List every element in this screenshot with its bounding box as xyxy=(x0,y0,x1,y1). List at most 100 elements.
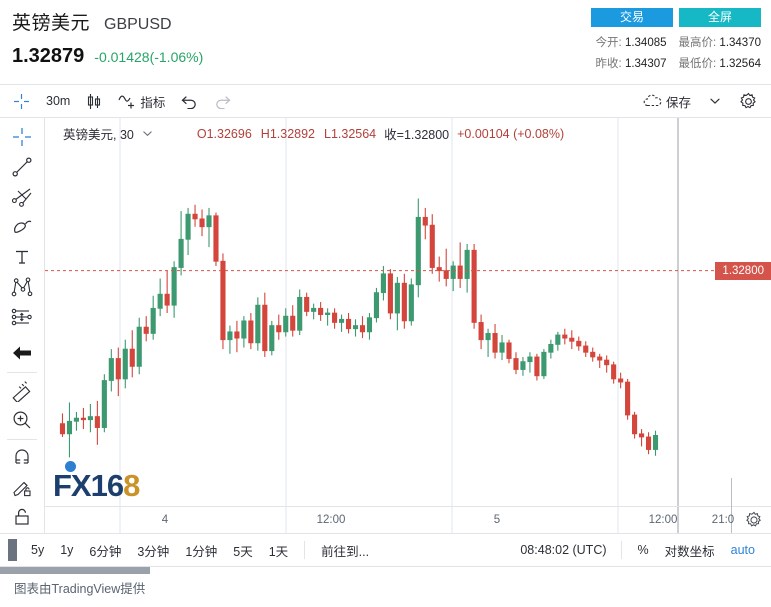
save-button[interactable]: 保存 xyxy=(636,88,698,114)
candlestick-chart-icon xyxy=(86,93,102,110)
chart-toolbar-right: 保存 xyxy=(636,88,765,114)
price-change: -0.01428(-1.06%) xyxy=(94,49,204,65)
range-6min[interactable]: 6分钟 xyxy=(81,538,129,562)
long-position-icon[interactable] xyxy=(4,303,40,332)
logo-text-b: 8 xyxy=(123,468,140,503)
last-price: 1.32879 xyxy=(12,45,85,67)
range-5d[interactable]: 5天 xyxy=(225,538,260,562)
x-tick: 4 xyxy=(161,514,169,526)
price-row: 1.32879 -0.01428(-1.06%) xyxy=(12,45,203,68)
bottom-divider xyxy=(304,541,306,559)
measure-ruler-icon[interactable] xyxy=(4,376,40,405)
hide-drawings-icon[interactable] xyxy=(4,503,40,532)
x-tick: 12:00 xyxy=(316,514,346,526)
chevron-down-icon xyxy=(709,95,721,107)
axis-divider xyxy=(731,478,732,534)
bottom-toolbar: 5y 1y 6分钟 3分钟 1分钟 5天 1天 前往到... 08:48:02 … xyxy=(0,533,771,567)
x-tick: 12:00 xyxy=(648,514,678,526)
candlestick-chart xyxy=(45,118,771,533)
quote-line-1: 今开: 1.34085 最高价: 1.34370 xyxy=(596,34,761,50)
crosshair-icon xyxy=(13,93,30,110)
fullscreen-button[interactable]: 全屏 xyxy=(679,8,761,27)
range-5y[interactable]: 5y xyxy=(23,538,52,562)
bottom-toolbar-right: 08:48:02 (UTC) % 对数坐标 auto xyxy=(514,538,763,562)
fx168-watermark: FX168 xyxy=(53,461,140,503)
range-3min[interactable]: 3分钟 xyxy=(129,538,177,562)
time-axis[interactable]: 4 12:00 5 12:00 21:0 xyxy=(45,478,771,534)
range-1min[interactable]: 1分钟 xyxy=(177,538,225,562)
header-actions: 交易 全屏 xyxy=(591,8,761,27)
indicator-icon xyxy=(118,93,136,109)
range-1d[interactable]: 1天 xyxy=(261,538,296,562)
back-arrow-icon[interactable] xyxy=(4,339,40,368)
cloud-save-icon xyxy=(643,94,662,108)
text-tool-icon[interactable] xyxy=(4,242,40,271)
quote-stats: 今开: 1.34085 最高价: 1.34370 昨收: 1.34307 最低价… xyxy=(596,34,761,76)
current-price-tag: 1.32800 xyxy=(715,261,771,280)
magnet-icon[interactable] xyxy=(4,443,40,472)
crosshair-tool-button[interactable] xyxy=(6,88,37,114)
x-tick: 21:0 xyxy=(711,514,735,526)
legend-ohlc: O1.32696 H1.32892 L1.32564 xyxy=(197,127,376,141)
drawing-toolbar xyxy=(0,118,45,533)
drawing-lock-icon[interactable] xyxy=(4,473,40,502)
bottom-divider-2 xyxy=(620,541,622,559)
indicators-button[interactable]: 指标 xyxy=(111,88,172,114)
legend-close: 收=1.32800 xyxy=(384,128,450,142)
legend-low: L1.32564 xyxy=(324,126,377,141)
attribution-text: 图表由TradingView提供 xyxy=(14,581,146,596)
chart-toolbar: 30m 指标 xyxy=(0,84,771,118)
brush-draw-icon[interactable] xyxy=(4,212,40,241)
undo-arrow-icon xyxy=(181,94,198,109)
quote-open: 今开: 1.34085 xyxy=(595,37,667,49)
chart-legend: 英镑美元, 30 O1.32696 H1.32892 L1.32564 收=1.… xyxy=(63,124,564,143)
legend-symbol: 英镑美元, 30 xyxy=(63,128,134,142)
goto-date-button[interactable]: 前往到... xyxy=(313,538,377,562)
toolbar-divider-2 xyxy=(7,438,37,440)
redo-arrow-icon xyxy=(214,94,231,109)
chart-toolbar-left: 30m 指标 xyxy=(0,88,238,114)
pattern-xabcd-icon[interactable] xyxy=(4,273,40,302)
chevron-down-icon[interactable] xyxy=(142,128,153,139)
quote-low: 最低价: 1.32564 xyxy=(678,58,761,70)
clock-label: 08:48:02 (UTC) xyxy=(520,543,607,557)
legend-open: O1.32696 xyxy=(196,126,252,141)
attribution-footer: 图表由TradingView提供 xyxy=(0,567,771,607)
quote-high: 最高价: 1.34370 xyxy=(678,37,761,49)
quote-header: 英镑美元 GBPUSD 1.32879 -0.01428(-1.06%) 交易 … xyxy=(0,0,771,84)
undo-button[interactable] xyxy=(174,88,205,114)
toolbar-divider xyxy=(7,371,37,373)
horizontal-scrollbar[interactable] xyxy=(0,567,150,574)
crosshair-cursor-icon[interactable] xyxy=(4,122,40,151)
symbol-name-cn: 英镑美元 xyxy=(12,13,91,34)
interval-button[interactable]: 30m xyxy=(39,88,77,114)
fib-fork-icon[interactable] xyxy=(4,182,40,211)
gear-icon[interactable] xyxy=(745,511,763,532)
range-1y[interactable]: 1y xyxy=(52,538,81,562)
chart-settings-button[interactable] xyxy=(732,88,765,114)
chart-pane[interactable]: 英镑美元, 30 O1.32696 H1.32892 L1.32564 收=1.… xyxy=(45,118,771,533)
zoom-in-icon[interactable] xyxy=(4,406,40,435)
quote-line-2: 昨收: 1.34307 最低价: 1.32564 xyxy=(596,55,761,71)
interval-label: 30m xyxy=(46,94,71,108)
log-scale-button[interactable]: 对数坐标 xyxy=(657,538,723,562)
logo-dot-icon xyxy=(65,461,76,472)
trade-button[interactable]: 交易 xyxy=(591,8,673,27)
redo-button[interactable] xyxy=(207,88,238,114)
quote-prev-close: 昨收: 1.34307 xyxy=(595,58,667,70)
indicators-label: 指标 xyxy=(140,95,166,110)
save-options-button[interactable] xyxy=(702,88,728,114)
percent-scale-button[interactable]: % xyxy=(630,538,657,562)
auto-scale-button[interactable]: auto xyxy=(723,538,763,562)
x-tick: 5 xyxy=(493,514,501,526)
trend-line-icon[interactable] xyxy=(4,152,40,181)
save-label: 保存 xyxy=(665,95,691,110)
symbol-code: GBPUSD xyxy=(104,16,172,33)
gear-icon xyxy=(739,92,758,111)
range-handle-icon[interactable] xyxy=(8,539,17,561)
legend-close-change: +0.00104 (+0.08%) xyxy=(457,126,565,141)
logo-text-a: FX16 xyxy=(53,468,124,503)
legend-high: H1.32892 xyxy=(260,126,315,141)
chart-type-button[interactable] xyxy=(79,88,109,114)
